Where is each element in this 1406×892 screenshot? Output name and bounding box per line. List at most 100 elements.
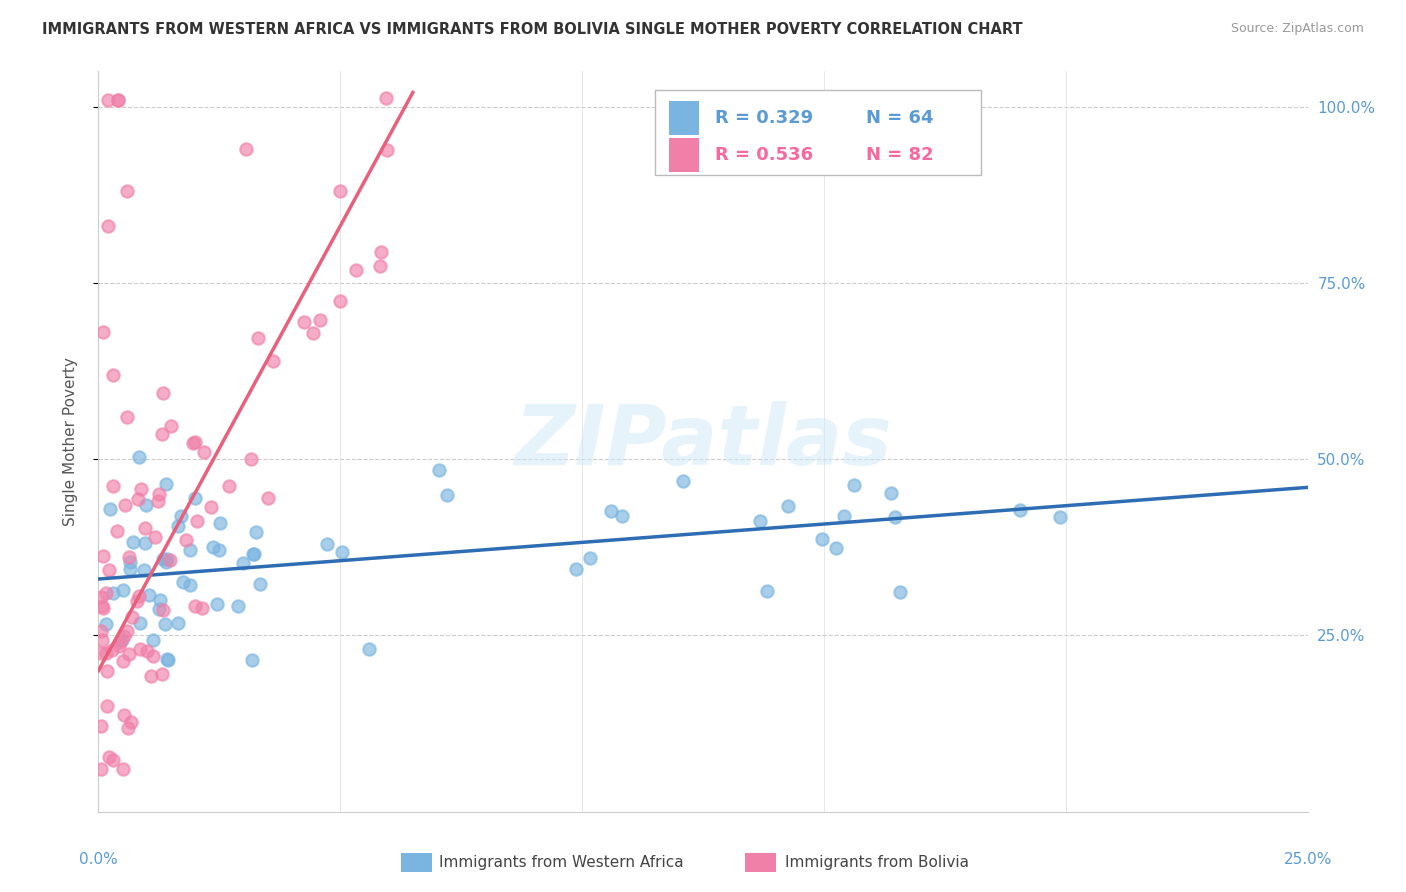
Point [191,601,214,615]
Point [243,548,266,562]
Text: N = 64: N = 64 [866,109,934,127]
Point [330,545,353,559]
Point [329,293,352,308]
Point [152,386,174,401]
Point [155,652,177,666]
Point [117,721,139,735]
Point [91,549,114,563]
Point [135,498,157,512]
Point [129,482,152,496]
Point [832,508,855,523]
Point [186,514,208,528]
Point [249,577,271,591]
Point [91,599,114,613]
Point [174,533,197,547]
Point [98,750,121,764]
Point [138,588,160,602]
Point [329,184,352,198]
Point [375,144,398,158]
Point [112,629,135,643]
Point [370,244,392,259]
Text: Immigrants from Western Africa: Immigrants from Western Africa [439,855,683,870]
Point [436,487,458,501]
FancyBboxPatch shape [655,90,981,175]
Point [96,698,118,713]
Point [232,556,254,570]
Point [316,537,339,551]
Point [107,93,129,107]
Point [90,646,112,660]
Point [121,610,143,624]
Point [115,624,138,638]
Point [153,616,176,631]
Point [170,508,193,523]
Point [884,510,907,524]
Point [101,643,124,657]
Point [129,642,152,657]
Point [91,633,114,648]
Point [96,586,118,600]
Text: 25.0%: 25.0% [1284,853,1331,867]
Point [111,763,134,777]
Point [179,543,201,558]
Point [97,219,120,234]
Point [825,541,848,556]
Point [148,487,170,501]
Point [103,586,125,600]
Point [889,584,911,599]
Text: Source: ZipAtlas.com: Source: ZipAtlas.com [1230,22,1364,36]
Point [308,313,330,327]
Point [111,582,134,597]
Point [359,642,381,657]
Point [125,594,148,608]
Point [148,602,170,616]
Point [96,647,118,661]
Bar [669,138,699,171]
Point [748,514,770,528]
Text: IMMIGRANTS FROM WESTERN AFRICA VS IMMIGRANTS FROM BOLIVIA SINGLE MOTHER POVERTY : IMMIGRANTS FROM WESTERN AFRICA VS IMMIGR… [42,22,1022,37]
Point [101,368,124,382]
Point [157,653,180,667]
Point [122,535,145,549]
Text: R = 0.329: R = 0.329 [716,109,813,127]
Point [184,491,207,505]
Point [141,669,163,683]
Bar [669,102,699,135]
Point [127,492,149,507]
Point [209,516,232,531]
Point [156,552,179,566]
Point [101,479,124,493]
Point [205,597,228,611]
Point [159,419,181,434]
Point [429,463,451,477]
Point [579,551,602,566]
Point [90,719,112,733]
Point [193,445,215,459]
Point [200,500,222,514]
Point [107,93,129,107]
Point [756,583,779,598]
Point [183,435,205,450]
Point [112,708,135,723]
Point [257,491,280,506]
Point [599,504,621,518]
Point [1008,503,1031,517]
Point [90,763,112,777]
Point [201,541,224,555]
Point [90,624,112,638]
Text: ZIPatlas: ZIPatlas [515,401,891,482]
Point [155,477,177,491]
Point [117,184,139,198]
Point [242,547,264,561]
Text: 0.0%: 0.0% [79,853,118,867]
Point [96,664,118,678]
Point [149,592,172,607]
Point [94,617,117,632]
Point [129,615,152,630]
Point [368,259,391,273]
Point [108,635,131,649]
Point [112,654,135,668]
Point [142,632,165,647]
Point [97,564,120,578]
Point [778,499,800,513]
